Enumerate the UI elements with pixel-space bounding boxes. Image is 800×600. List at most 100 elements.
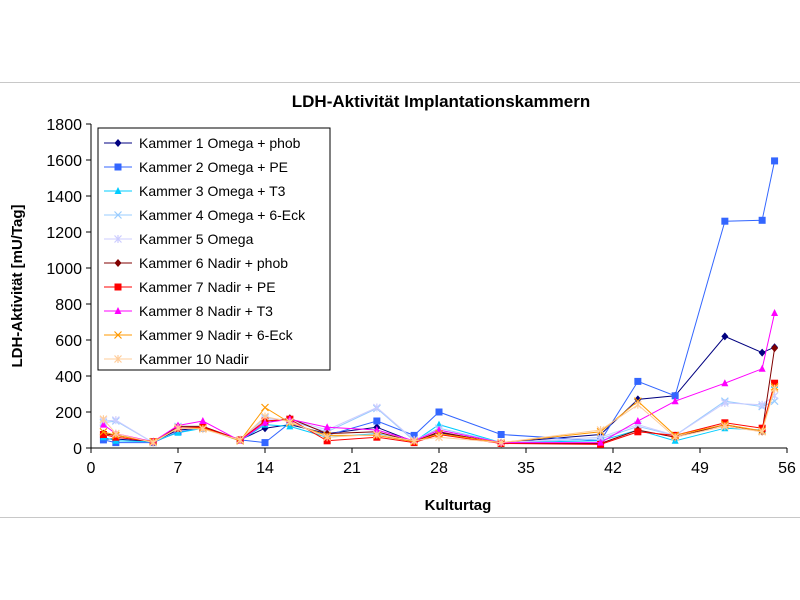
legend-item: Kammer 3 Omega + T3 [104, 183, 286, 199]
series-2-point [771, 157, 779, 165]
legend-item: Kammer 10 Nadir [104, 351, 249, 367]
y-tick-label: 1600 [46, 153, 82, 170]
y-tick-label: 600 [55, 333, 82, 350]
x-tick-label: 56 [778, 460, 796, 477]
y-tick-label: 800 [55, 297, 82, 314]
series-8-point [323, 423, 331, 431]
legend-item: Kammer 4 Omega + 6-Eck [104, 207, 306, 223]
series-7-point [771, 379, 779, 387]
legend-swatch-marker [114, 235, 122, 243]
legend-label: Kammer 4 Omega + 6-Eck [139, 207, 306, 223]
series-6-point [771, 344, 779, 353]
x-tick-label: 0 [87, 460, 96, 477]
bottom-divider-line [0, 517, 800, 518]
legend-swatch-marker [114, 331, 122, 339]
series-10-point [149, 438, 158, 447]
legend-item: Kammer 8 Nadir + T3 [104, 303, 273, 319]
series-5-point [111, 416, 120, 425]
legend-label: Kammer 2 Omega + PE [139, 159, 288, 175]
series-1-point [758, 348, 766, 357]
series-10-point [285, 417, 294, 426]
series-9-point [261, 403, 269, 412]
legend-swatch-marker [114, 307, 122, 314]
series-10-point [720, 422, 729, 431]
series-8-point [99, 420, 107, 428]
x-tick-label: 28 [430, 460, 448, 477]
series-1-point [721, 332, 729, 341]
legend-item: Kammer 9 Nadir + 6-Eck [104, 327, 294, 343]
y-tick-label: 400 [55, 369, 82, 386]
legend-label: Kammer 3 Omega + T3 [139, 183, 286, 199]
series-10-point [770, 384, 779, 393]
series-8-point [199, 417, 207, 424]
series-7-point [99, 431, 107, 438]
chart-title: LDH-Aktivität Implantationskammern [292, 92, 591, 111]
x-tick-label: 7 [174, 460, 183, 477]
legend-item: Kammer 7 Nadir + PE [104, 279, 276, 295]
x-tick-label: 14 [256, 460, 274, 477]
series-10 [99, 384, 779, 447]
legend-label: Kammer 5 Omega [139, 231, 254, 247]
series-2-point [410, 431, 418, 439]
series-10-point [671, 433, 680, 442]
series-5-point [758, 400, 767, 409]
series-2-point [634, 377, 642, 385]
y-tick-label: 1000 [46, 261, 82, 278]
series-2-point [671, 392, 679, 400]
legend-item: Kammer 2 Omega + PE [104, 159, 288, 175]
x-axis-label: Kulturtag [425, 497, 492, 514]
legend-label: Kammer 9 Nadir + 6-Eck [139, 327, 294, 343]
series-2-point [373, 417, 381, 425]
series-10-point [174, 424, 182, 433]
legend-item: Kammer 5 Omega [104, 231, 254, 247]
y-tick-label: 0 [73, 441, 82, 458]
legend-label: Kammer 1 Omega + phob [139, 135, 301, 151]
series-10-point [236, 435, 245, 444]
series-10-point [633, 400, 642, 409]
series-8-point [373, 426, 381, 433]
series-10-point [758, 427, 767, 436]
series-8-point [758, 364, 766, 372]
series-10-point [497, 438, 506, 447]
legend-item: Kammer 6 Nadir + phob [104, 255, 288, 271]
legend-item: Kammer 1 Omega + phob [104, 135, 301, 151]
legend-label: Kammer 7 Nadir + PE [139, 279, 276, 295]
series-8-point [721, 379, 729, 387]
y-axis-label: LDH-Aktivität [mU/Tag] [9, 204, 26, 367]
series-2-point [497, 431, 505, 438]
legend-swatch-marker [114, 211, 122, 219]
x-tick-label: 35 [517, 460, 535, 477]
legend-swatch-marker [114, 283, 122, 291]
legend-box [97, 127, 331, 371]
legend-swatch-marker [114, 139, 122, 147]
series-8-point [771, 309, 779, 316]
series-10-point [323, 433, 332, 442]
top-divider-line [0, 82, 800, 83]
series-10-point [111, 429, 120, 438]
y-tick-label: 200 [55, 405, 82, 422]
legend-swatch-marker [114, 163, 122, 171]
legend-label: Kammer 10 Nadir [139, 351, 249, 367]
series-8-point [634, 417, 642, 424]
series-5-point [720, 399, 729, 407]
series-10-point [99, 415, 108, 424]
series-5-point [372, 403, 381, 412]
y-tick-label: 1800 [46, 117, 82, 134]
x-tick-label: 49 [691, 460, 709, 477]
series-8-point [597, 438, 605, 446]
series-8-point [671, 397, 679, 405]
legend-label: Kammer 8 Nadir + T3 [139, 303, 273, 319]
x-tick-label: 21 [343, 460, 361, 477]
y-tick-label: 1400 [46, 189, 82, 206]
series-2-point [758, 216, 766, 224]
series-10-point [410, 436, 419, 445]
legend-swatch-marker [114, 259, 122, 267]
legend-swatch-marker [114, 355, 122, 363]
series-2-point [721, 217, 729, 225]
series-10-point [596, 426, 605, 434]
series-10-point [372, 430, 381, 439]
series-2-point [261, 439, 269, 447]
series-8-point [261, 418, 269, 426]
series-1-point [634, 395, 642, 404]
